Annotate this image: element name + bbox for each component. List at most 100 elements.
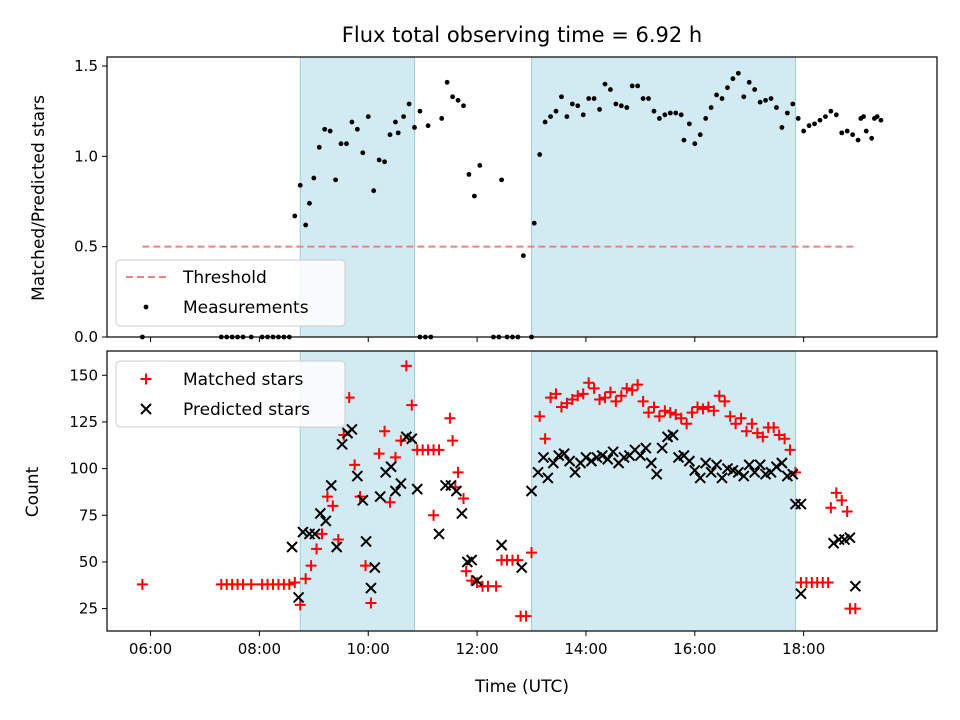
measurement-point xyxy=(774,105,779,110)
predicted-star-point xyxy=(844,531,856,544)
legend-box xyxy=(115,259,346,327)
matched-star-point xyxy=(384,496,396,508)
matched-star-point xyxy=(713,390,725,402)
predicted-star-point xyxy=(385,461,397,473)
predicted-star-point xyxy=(738,470,750,482)
matched-star-point xyxy=(675,412,687,424)
predicted-star-point xyxy=(439,479,452,492)
measurement-point xyxy=(564,114,570,120)
measurement-point xyxy=(417,108,423,114)
x-tick-label: 16:00 xyxy=(673,640,716,658)
predicted-star-point xyxy=(602,453,614,465)
legend-measurements-label: Measurements xyxy=(183,298,309,318)
predicted-star-point xyxy=(516,561,528,574)
measurement-point xyxy=(395,130,401,136)
measurement-point xyxy=(624,105,630,110)
predicted-star-point xyxy=(330,541,343,553)
measurement-point xyxy=(439,116,445,121)
predicted-star-point xyxy=(351,470,364,482)
predicted-star-point xyxy=(705,466,717,479)
y-tick-label: 75 xyxy=(79,506,98,524)
top-y-axis-label: Matched/Predicted stars xyxy=(29,95,49,301)
measurement-point xyxy=(450,94,456,100)
predicted-star-point xyxy=(770,461,783,473)
x-tick-label: 14:00 xyxy=(564,640,607,658)
measurement-point xyxy=(708,105,714,110)
matched-star-point xyxy=(379,425,391,437)
measurement-point xyxy=(629,83,635,89)
matched-star-point xyxy=(648,401,660,413)
x-tick-label: 06:00 xyxy=(129,640,172,658)
predicted-star-point xyxy=(650,468,663,480)
predicted-star-point xyxy=(309,528,321,540)
bottom-panel: 25 50 75 100 125 150 06:00 08:00 10:00 12:00 14:00… xyxy=(69,350,938,658)
matched-star-point xyxy=(349,459,361,471)
measurement-point xyxy=(844,128,850,134)
measurement-point xyxy=(719,96,725,101)
measurement-point xyxy=(569,101,575,107)
x-axis-label: Time (UTC) xyxy=(474,677,569,697)
matched-star-point xyxy=(746,418,758,430)
bottom-y-axis-label: Count xyxy=(23,466,43,517)
measurement-point xyxy=(673,110,679,116)
matched-star-point xyxy=(300,573,312,585)
matched-star-point xyxy=(136,578,148,590)
measurement-point xyxy=(466,172,472,177)
legend-predicted-swatch xyxy=(140,403,152,415)
measurement-point xyxy=(292,213,298,219)
shaded-interval xyxy=(531,56,796,338)
predicted-star-point xyxy=(596,449,608,462)
predicted-star-point xyxy=(465,554,478,566)
matched-star-point xyxy=(490,580,502,592)
x-tick-label: 12:00 xyxy=(455,640,498,658)
predicted-star-point xyxy=(795,587,807,600)
matched-star-point xyxy=(621,382,633,394)
measurement-point xyxy=(365,114,371,120)
measurement-point xyxy=(376,157,382,163)
matched-star-point xyxy=(822,576,834,588)
measurement-point xyxy=(657,116,662,121)
matched-star-point xyxy=(332,534,344,546)
predicted-star-point xyxy=(537,451,550,464)
measurement-point xyxy=(455,97,461,103)
measurement-point xyxy=(613,101,619,107)
measurement-point xyxy=(806,123,812,129)
axes-frame xyxy=(106,56,938,338)
predicted-star-point xyxy=(645,457,657,469)
measurement-point xyxy=(686,121,692,127)
measurement-point xyxy=(801,128,807,134)
predicted-star-point xyxy=(547,457,560,469)
measurement-point xyxy=(839,130,845,136)
measurement-point xyxy=(425,123,431,129)
measurement-point xyxy=(316,144,322,150)
legend-predicted-label: Predicted stars xyxy=(183,400,310,420)
chart-title: Flux total observing time = 6.92 h xyxy=(342,23,702,47)
matched-star-point xyxy=(457,492,469,504)
measurement-point xyxy=(393,119,398,125)
measurement-point xyxy=(349,119,355,125)
matched-star-point xyxy=(572,390,584,402)
measurement-point xyxy=(662,112,668,118)
measurement-point xyxy=(746,79,752,85)
matched-star-point xyxy=(526,547,538,559)
measurement-point xyxy=(757,99,763,105)
matched-star-point xyxy=(395,435,407,447)
predicted-star-point xyxy=(827,537,840,549)
matched-star-point xyxy=(836,494,848,506)
measurement-point xyxy=(471,193,477,199)
predicted-star-point xyxy=(369,561,381,574)
shaded-interval xyxy=(531,350,796,632)
matched-star-point xyxy=(664,407,676,419)
matched-star-point xyxy=(637,395,649,407)
predicted-star-point xyxy=(471,574,483,587)
measurement-point xyxy=(327,128,333,134)
measurement-point xyxy=(602,81,608,87)
matched-star-point xyxy=(830,487,842,499)
predicted-star-point xyxy=(357,494,369,507)
y-tick-label: 150 xyxy=(69,366,98,384)
measurement-point xyxy=(635,83,641,89)
measurement-point xyxy=(531,220,537,226)
measurement-point xyxy=(311,175,317,181)
matched-star-point xyxy=(610,395,622,407)
predicted-star-point xyxy=(833,533,845,546)
